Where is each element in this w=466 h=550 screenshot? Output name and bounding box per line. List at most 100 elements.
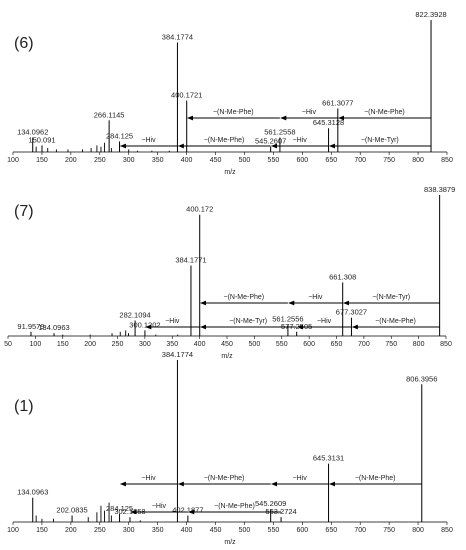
x-tick-label: 550 bbox=[268, 527, 280, 534]
x-tick-label: 600 bbox=[303, 341, 315, 348]
loss-label: −Hiv bbox=[141, 475, 156, 482]
x-tick-label: 300 bbox=[123, 157, 135, 164]
peak-label: 561.2558 bbox=[264, 127, 295, 136]
x-tick-label: 350 bbox=[152, 157, 164, 164]
peak-label: 284.125 bbox=[106, 131, 133, 140]
peak-label: 384.1774 bbox=[162, 350, 193, 359]
x-tick-label: 500 bbox=[239, 527, 251, 534]
peak-label: 561.2556 bbox=[272, 315, 303, 324]
loss-label: −Hiv bbox=[293, 137, 308, 144]
x-tick-label: 400 bbox=[194, 341, 206, 348]
loss-label: −Hiv bbox=[152, 503, 167, 510]
x-tick-label: 150 bbox=[36, 157, 48, 164]
peak-label: 284.125 bbox=[106, 504, 133, 513]
loss-label: −(N-Me-Phe) bbox=[375, 318, 416, 325]
x-axis-label: m/z bbox=[224, 539, 236, 546]
x-tick-label: 50 bbox=[4, 341, 12, 348]
loss-label: −(N-Me-Tyr) bbox=[361, 137, 399, 144]
x-tick-label: 600 bbox=[296, 527, 308, 534]
x-tick-label: 650 bbox=[325, 527, 337, 534]
x-tick-label: 350 bbox=[152, 527, 164, 534]
x-tick-label: 200 bbox=[84, 341, 96, 348]
peak-label: 282.1094 bbox=[119, 310, 150, 319]
loss-label: −(N-Me-Phe) bbox=[204, 475, 245, 482]
x-tick-label: 400 bbox=[181, 527, 193, 534]
x-tick-label: 250 bbox=[94, 157, 106, 164]
loss-label: −(N-Me-Phe) bbox=[204, 137, 245, 144]
peak-label: 134.0962 bbox=[17, 127, 48, 136]
x-tick-label: 750 bbox=[383, 157, 395, 164]
loss-label: −(N-Me-Phe) bbox=[364, 109, 405, 116]
peak-label: 402.1877 bbox=[172, 506, 203, 515]
peak-label: 822.3928 bbox=[415, 10, 446, 19]
x-tick-label: 850 bbox=[441, 527, 453, 534]
x-tick-label: 650 bbox=[325, 157, 337, 164]
peak-label: 266.1145 bbox=[94, 110, 125, 119]
x-tick-label: 750 bbox=[383, 527, 395, 534]
x-axis-label: m/z bbox=[224, 169, 236, 176]
peak-label: 645.3131 bbox=[313, 454, 344, 463]
peak-label: 400.1721 bbox=[171, 91, 202, 100]
x-tick-label: 500 bbox=[239, 157, 251, 164]
peak-label: 661.3077 bbox=[322, 98, 353, 107]
x-tick-label: 800 bbox=[412, 527, 424, 534]
loss-label: −Hiv bbox=[317, 318, 332, 325]
x-tick-label: 400 bbox=[181, 157, 193, 164]
loss-label: −Hiv bbox=[302, 109, 317, 116]
x-tick-label: 450 bbox=[210, 527, 222, 534]
loss-label: −Hiv bbox=[141, 137, 156, 144]
peak-label: 577.2505 bbox=[281, 322, 312, 331]
x-tick-label: 550 bbox=[276, 341, 288, 348]
x-tick-label: 350 bbox=[166, 341, 178, 348]
peak-label: 134.0963 bbox=[38, 323, 69, 332]
x-tick-label: 750 bbox=[385, 341, 397, 348]
loss-label: −(N-Me-Phe) bbox=[213, 109, 254, 116]
peak-label: 91.9579 bbox=[17, 322, 44, 331]
x-tick-label: 550 bbox=[268, 157, 280, 164]
peak-label: 302.1358 bbox=[114, 507, 145, 516]
peak-label: 384.1774 bbox=[162, 32, 193, 41]
x-tick-label: 150 bbox=[36, 527, 48, 534]
x-tick-label: 100 bbox=[7, 157, 19, 164]
x-tick-label: 300 bbox=[123, 527, 135, 534]
x-tick-label: 850 bbox=[441, 157, 453, 164]
x-tick-label: 450 bbox=[221, 341, 233, 348]
loss-label: −(N-Me-Phe) bbox=[223, 294, 264, 301]
x-tick-label: 450 bbox=[210, 157, 222, 164]
x-tick-label: 250 bbox=[112, 341, 124, 348]
loss-label: −Hiv bbox=[308, 294, 323, 301]
peak-label: 677.3027 bbox=[336, 308, 367, 317]
peak-label: 150.091 bbox=[28, 135, 55, 144]
loss-label: −(N-Me-Tyr) bbox=[229, 318, 267, 325]
x-tick-label: 650 bbox=[331, 341, 343, 348]
loss-label: −(N-Me-Phe) bbox=[214, 503, 255, 510]
x-tick-label: 250 bbox=[94, 527, 106, 534]
peak-label: 661.308 bbox=[329, 272, 356, 281]
peak-label: 202.0835 bbox=[56, 506, 87, 515]
x-tick-label: 600 bbox=[296, 157, 308, 164]
x-tick-label: 200 bbox=[65, 527, 77, 534]
panel-title: (7) bbox=[14, 203, 34, 220]
x-tick-label: 200 bbox=[65, 157, 77, 164]
x-tick-label: 150 bbox=[57, 341, 69, 348]
peak-label: 806.3956 bbox=[406, 374, 437, 383]
panel-title: (1) bbox=[14, 398, 34, 415]
x-tick-label: 800 bbox=[413, 341, 425, 348]
panel-title: (6) bbox=[14, 35, 34, 52]
peak-label: 645.3128 bbox=[313, 118, 344, 127]
loss-label: −(N-Me-Tyr) bbox=[372, 294, 410, 301]
peak-label: 545.2609 bbox=[255, 499, 286, 508]
x-tick-label: 700 bbox=[354, 527, 366, 534]
peak-label: 400.172 bbox=[186, 205, 213, 214]
x-tick-label: 100 bbox=[7, 527, 19, 534]
peak-label: 838.3879 bbox=[424, 185, 455, 194]
loss-label: −Hiv bbox=[293, 475, 308, 482]
x-tick-label: 500 bbox=[249, 341, 261, 348]
peak-label: 134.0963 bbox=[17, 488, 48, 497]
x-tick-label: 850 bbox=[440, 341, 452, 348]
x-tick-label: 100 bbox=[30, 341, 42, 348]
peak-label: 545.2607 bbox=[255, 137, 286, 146]
x-tick-label: 800 bbox=[412, 157, 424, 164]
loss-label: −Hiv bbox=[165, 318, 180, 325]
